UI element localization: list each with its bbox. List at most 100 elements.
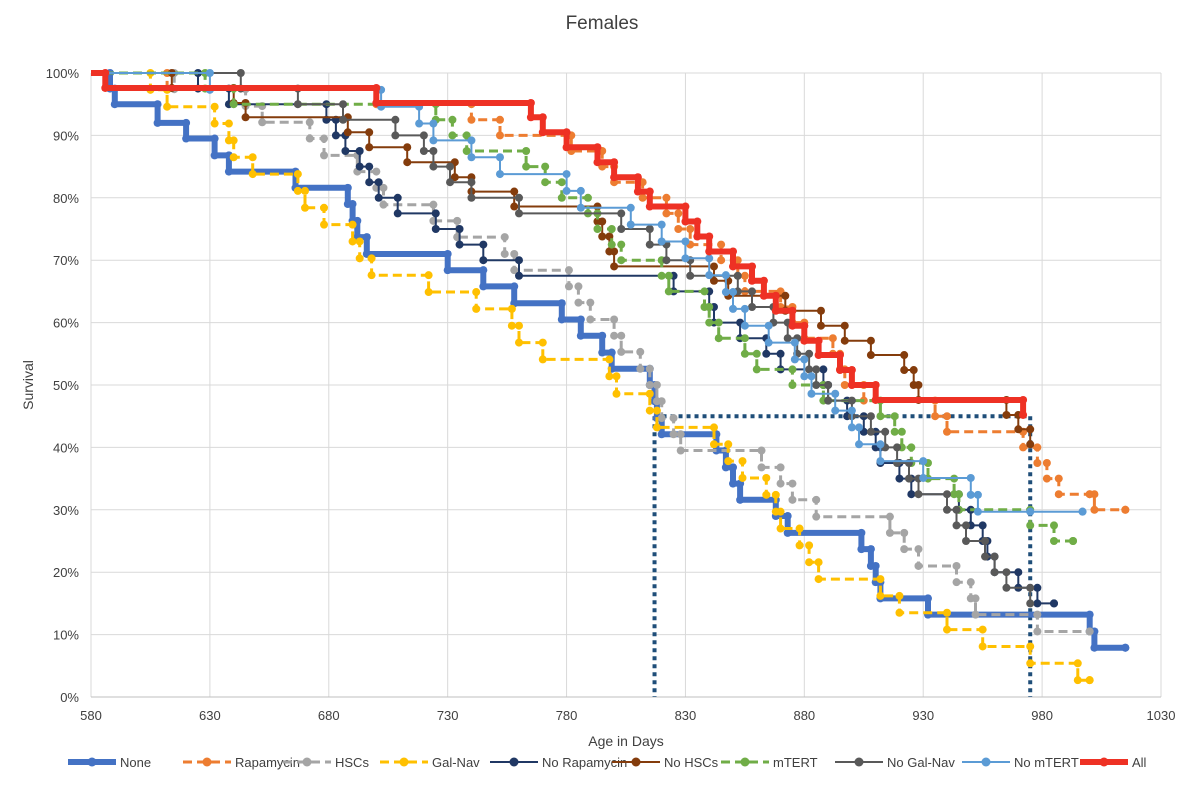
data-point	[900, 528, 909, 537]
data-point	[764, 338, 773, 347]
data-point	[748, 287, 757, 296]
data-point	[610, 262, 619, 271]
data-point	[339, 100, 348, 109]
data-point	[776, 349, 785, 358]
data-point	[705, 232, 714, 241]
data-point	[1026, 642, 1035, 651]
data-point	[574, 282, 583, 291]
data-point	[824, 396, 833, 405]
data-point	[455, 225, 464, 233]
x-axis-title: Age in Days	[588, 733, 663, 749]
data-point	[662, 209, 671, 218]
series-all	[91, 69, 1028, 419]
data-point	[362, 233, 371, 242]
data-point	[724, 440, 733, 449]
data-point	[776, 463, 785, 472]
series-group	[91, 69, 1130, 685]
data-point	[812, 381, 821, 389]
data-point	[224, 167, 233, 176]
data-point	[857, 545, 866, 554]
data-point	[633, 173, 642, 182]
y-tick-label: 70%	[53, 253, 79, 268]
data-point	[1033, 583, 1042, 592]
series-mtert	[91, 69, 1078, 545]
data-point	[807, 372, 816, 381]
data-point	[652, 406, 661, 415]
data-point	[617, 209, 626, 218]
data-point	[709, 276, 718, 285]
data-point	[759, 276, 768, 285]
data-point	[962, 537, 971, 545]
data-point	[645, 225, 654, 233]
data-point	[900, 351, 909, 360]
data-point	[510, 187, 519, 196]
data-point	[800, 372, 809, 381]
data-point	[855, 423, 864, 432]
data-point	[610, 331, 619, 340]
data-point	[374, 193, 383, 202]
data-point	[693, 217, 702, 226]
data-point	[636, 347, 645, 356]
chart-title: Females	[566, 13, 639, 34]
data-point	[973, 507, 982, 516]
data-point	[574, 298, 583, 307]
data-point	[885, 528, 894, 537]
data-point	[876, 412, 885, 421]
data-point	[740, 334, 749, 343]
y-tick-label: 100%	[46, 66, 80, 81]
data-point	[709, 440, 718, 449]
data-point	[978, 521, 987, 530]
data-point	[576, 186, 585, 195]
data-point	[557, 193, 566, 202]
data-point	[515, 321, 523, 330]
data-point	[586, 315, 595, 324]
data-point	[900, 545, 909, 554]
data-point	[541, 178, 550, 187]
data-point	[1026, 599, 1035, 608]
data-point	[372, 167, 381, 176]
data-point	[788, 381, 797, 389]
data-point	[1002, 583, 1011, 592]
series-line-no-hscs	[91, 72, 1032, 445]
data-point	[705, 318, 714, 327]
data-point	[229, 153, 238, 162]
data-point	[431, 225, 440, 233]
data-point	[1002, 568, 1011, 577]
data-point	[840, 381, 849, 389]
data-point	[403, 158, 412, 167]
series-line-no-rapamycin	[91, 72, 1054, 605]
data-point	[526, 98, 535, 107]
data-point	[664, 271, 673, 280]
data-point	[320, 203, 329, 212]
data-point	[714, 318, 723, 327]
data-point	[583, 193, 592, 202]
data-point	[479, 282, 488, 291]
data-point	[467, 115, 476, 124]
data-point	[467, 178, 476, 187]
data-point	[847, 396, 856, 405]
data-point	[866, 412, 875, 421]
legend-item-gal-nav: Gal-Nav	[380, 755, 480, 770]
legend-marker	[1099, 757, 1109, 767]
data-point	[693, 232, 702, 241]
data-point	[657, 430, 666, 439]
data-point	[610, 315, 619, 324]
data-point	[538, 355, 547, 364]
data-point	[236, 69, 245, 77]
data-point	[1050, 599, 1058, 608]
data-point	[714, 334, 723, 343]
data-point	[871, 395, 880, 404]
x-tick-label: 680	[318, 708, 340, 723]
data-point	[721, 271, 730, 280]
data-point	[526, 113, 535, 122]
data-point	[828, 334, 837, 343]
legend-label: No mTERT	[1014, 755, 1079, 770]
legend-item-hscs: HSCs	[283, 755, 369, 770]
data-point	[293, 100, 302, 109]
legend-label: mTERT	[773, 755, 818, 770]
data-point	[847, 406, 856, 415]
data-point	[866, 336, 875, 345]
data-point	[372, 83, 381, 92]
data-point	[562, 186, 571, 195]
data-point	[515, 193, 523, 202]
